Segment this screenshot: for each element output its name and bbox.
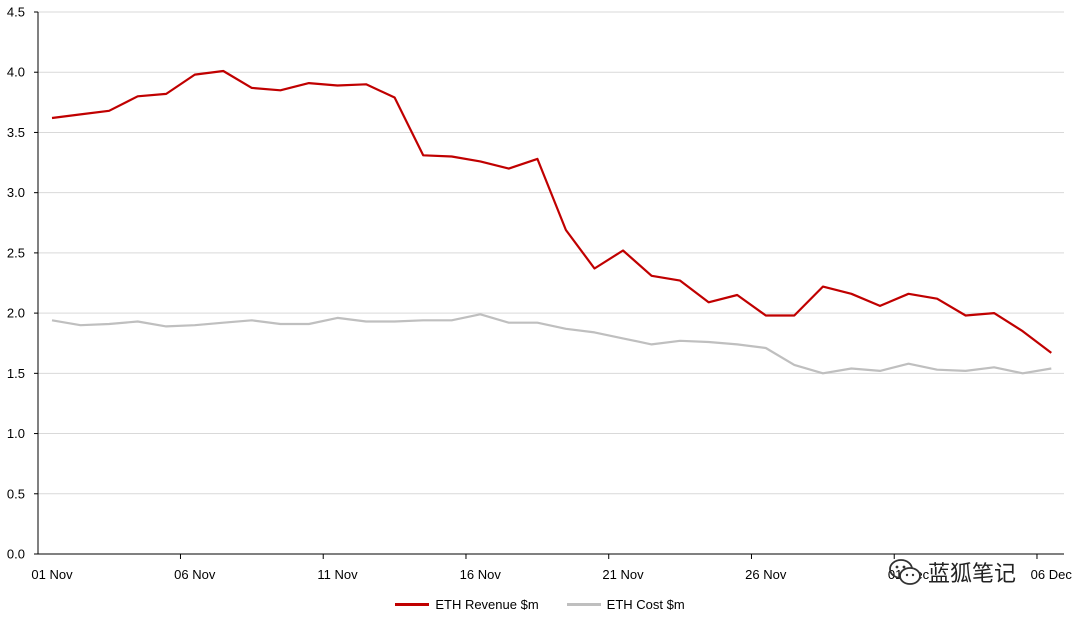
legend-swatch-revenue: [395, 603, 430, 606]
x-tick-label: 06 Nov: [174, 567, 216, 582]
y-tick-label: 4.0: [7, 65, 25, 80]
x-tick-label: 11 Nov: [317, 567, 358, 582]
watermark-text: 蓝狐笔记: [928, 561, 1017, 586]
grid-lines: [38, 11, 1064, 495]
y-tick-label: 3.5: [7, 125, 25, 140]
y-tick-label: 4.5: [7, 5, 25, 20]
legend-label-cost: ETH Cost $m: [606, 597, 685, 612]
y-tick-label: 3.0: [7, 185, 25, 200]
wechat-icon: [889, 559, 921, 585]
y-tick-label: 1.0: [7, 426, 25, 441]
watermark: 蓝狐笔记: [888, 556, 1016, 588]
x-tick-label: 16 Nov: [460, 567, 502, 582]
x-tick-label: 06 Dec: [1031, 567, 1073, 582]
y-axis-ticks: 0.0 0.5 1.0 1.5 2.0 2.5 3.0 3.5 4.0 4.5: [7, 5, 38, 562]
legend-label-revenue: ETH Revenue $m: [435, 597, 539, 612]
y-tick-label: 2.5: [7, 245, 25, 260]
y-tick-label: 2.0: [7, 306, 25, 321]
y-tick-label: 1.5: [7, 366, 25, 381]
legend-swatch-cost: [566, 603, 601, 606]
y-tick-label: 0.0: [7, 547, 25, 562]
y-tick-label: 0.5: [7, 486, 25, 501]
line-chart: 0.0 0.5 1.0 1.5 2.0 2.5 3.0 3.5 4.0 4.5 01 Nov 06 …: [7, 5, 1073, 583]
legend: ETH Revenue $m ETH Cost $m: [0, 597, 1080, 612]
series-line-cost: [51, 313, 1052, 375]
x-tick-label: 26 Nov: [745, 567, 787, 582]
legend-item-revenue: ETH Revenue $m: [395, 597, 539, 612]
series-line-revenue: [51, 69, 1052, 354]
legend-item-cost: ETH Cost $m: [566, 597, 685, 612]
axes: [37, 12, 1064, 555]
x-tick-label: 01 Nov: [31, 567, 73, 582]
series-lines: [51, 69, 1052, 375]
x-tick-label: 21 Nov: [602, 567, 644, 582]
